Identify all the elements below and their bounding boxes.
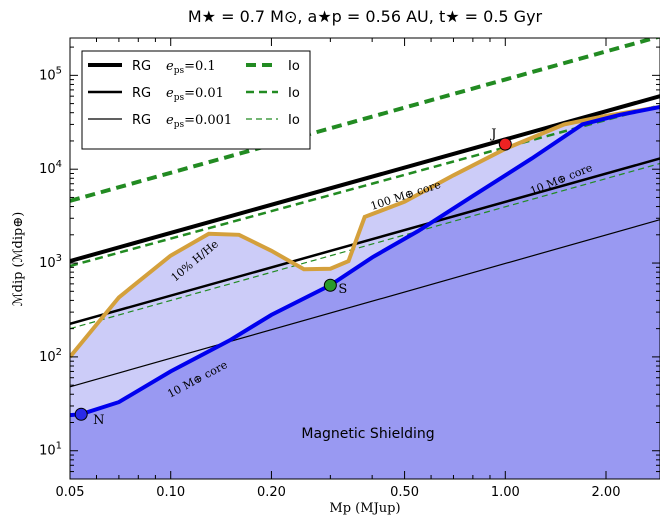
legend-label-io: Io <box>288 113 300 128</box>
y-axis-label: ℳdip (ℳdip⊕) <box>11 212 26 307</box>
legend-eps: eps=0.001 <box>166 113 232 130</box>
legend-eps: eps=0.1 <box>166 59 216 76</box>
x-tick-label: 1.00 <box>491 485 520 500</box>
y-tick-label: 101 <box>39 441 62 459</box>
x-tick-label: 0.05 <box>56 485 85 500</box>
x-axis-label: Mp (MJup) <box>329 501 400 516</box>
x-tick-label: 2.00 <box>592 485 621 500</box>
power-line-rg-1 <box>70 157 660 326</box>
planet-markers <box>74 137 512 421</box>
legend-label-io: Io <box>288 86 300 101</box>
axis-ticks <box>69 38 660 480</box>
legend: RG eps=0.1 RG eps=0.01 RG eps=0.001 Io Io Io <box>81 50 311 150</box>
legend-box <box>81 50 311 150</box>
y-tick-label: 102 <box>39 347 62 365</box>
planet-marker-j <box>498 137 512 151</box>
legend-label-rg: RG <box>132 86 151 101</box>
y-tick-label: 103 <box>39 253 62 271</box>
annotation-magnetic-shielding: Magnetic Shielding <box>301 426 434 442</box>
planet-label-j: J <box>489 127 496 142</box>
planet-label-s: S <box>338 282 347 297</box>
x-tick-label: 0.10 <box>156 485 185 500</box>
planet-marker-n <box>74 407 88 421</box>
legend-eps: eps=0.01 <box>166 86 224 103</box>
planet-marker-s <box>323 278 337 292</box>
x-tick-label: 0.50 <box>390 485 419 500</box>
chart-title: M★ = 0.7 M⊙, a★p = 0.56 AU, t★ = 0.5 Gyr <box>188 7 543 26</box>
y-tick-label: 104 <box>39 159 62 177</box>
axis-tick-labels: 0.05 0.10 0.20 0.50 1.00 2.00 101 102 103 104 105 <box>39 65 620 500</box>
power-lines <box>70 38 660 388</box>
plot-frame <box>69 37 660 480</box>
legend-label-rg: RG <box>132 113 151 128</box>
series-line-10-mearth-core <box>70 105 660 418</box>
power-line-io-5 <box>70 162 660 330</box>
x-tick-label: 0.20 <box>257 485 286 500</box>
legend-label-io: Io <box>288 59 300 74</box>
legend-label-rg: RG <box>132 59 151 74</box>
power-line-io-4 <box>70 104 660 268</box>
planet-label-n: N <box>93 413 104 428</box>
y-tick-label: 105 <box>39 65 62 83</box>
series-line-10pct-hhe <box>70 105 660 359</box>
power-line-rg-2 <box>70 219 660 388</box>
power-line-io-3 <box>70 38 660 203</box>
